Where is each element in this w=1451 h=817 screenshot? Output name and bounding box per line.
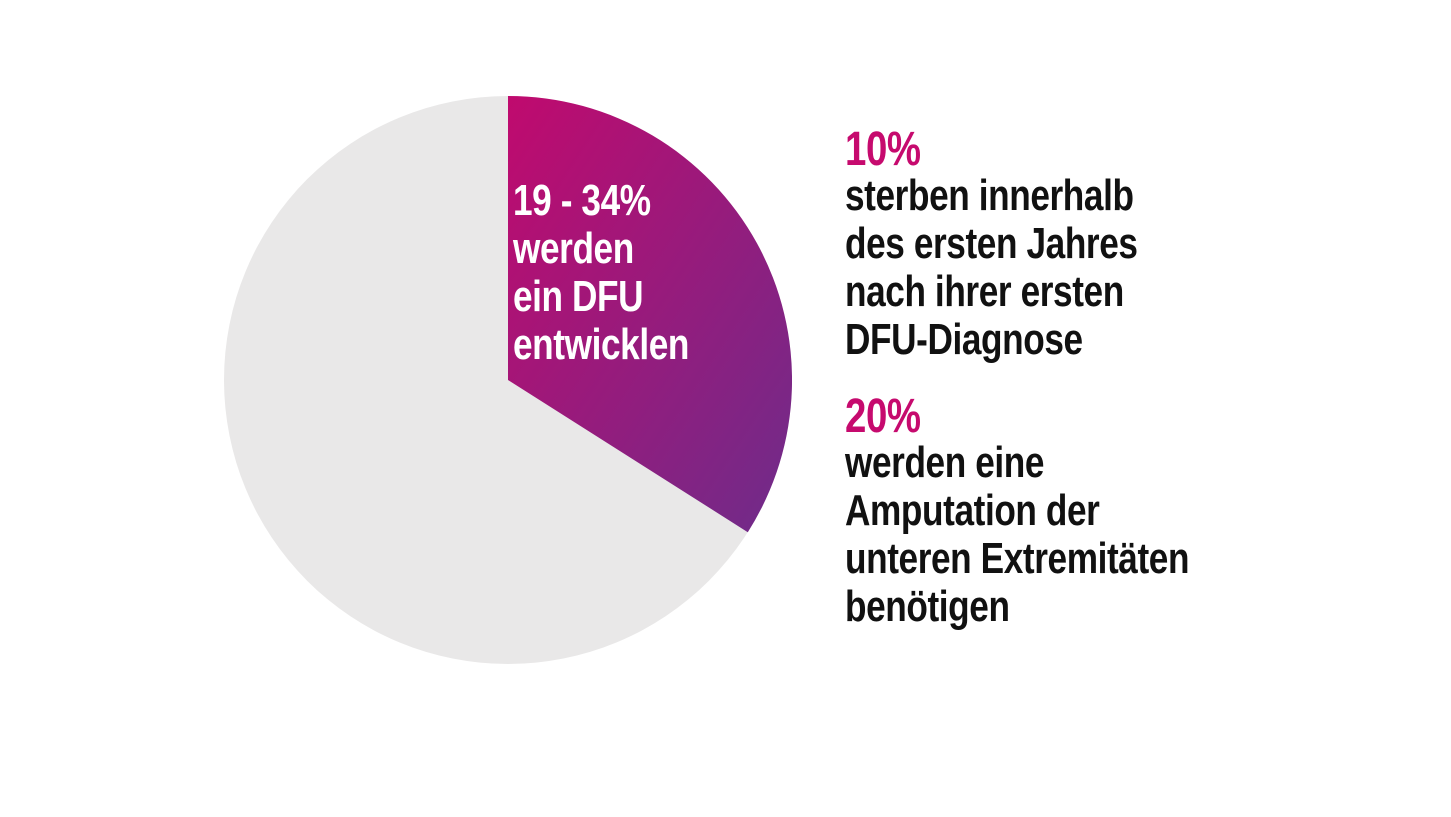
stat-percent: 20% (845, 390, 921, 443)
pie-wedge-label-line: 19 - 34% (513, 176, 651, 225)
stat-text-line: DFU-Diagnose (845, 315, 1083, 364)
stat-text-line: des ersten Jahres (845, 219, 1138, 268)
stat-text-line: benötigen (845, 582, 1010, 631)
stat-mortality: 10% sterben innerhalb des ersten Jahres … (845, 123, 1189, 364)
pie-wedge-label-line: entwicklen (513, 320, 689, 369)
pie-wedge-label-line: werden (513, 224, 634, 273)
stat-amputation: 20% werden eine Amputation der unteren E… (845, 390, 1190, 631)
pie-slice-dfu (508, 96, 792, 533)
pie-chart (224, 96, 792, 664)
pie-wedge-label: 19 - 34% werden ein DFU entwicklen (513, 177, 689, 369)
stat-text-line: unteren Extremitäten (845, 534, 1190, 583)
stat-percent: 10% (845, 123, 921, 176)
stat-text-line: sterben innerhalb (845, 171, 1134, 220)
stats-column: 10% sterben innerhalb des ersten Jahres … (845, 123, 1190, 631)
stat-text-line: werden eine (845, 438, 1045, 487)
stat-text-line: nach ihrer ersten (845, 267, 1124, 316)
stat-text-line: Amputation der (845, 486, 1100, 535)
pie-wedge-label-line: ein DFU (513, 272, 644, 321)
